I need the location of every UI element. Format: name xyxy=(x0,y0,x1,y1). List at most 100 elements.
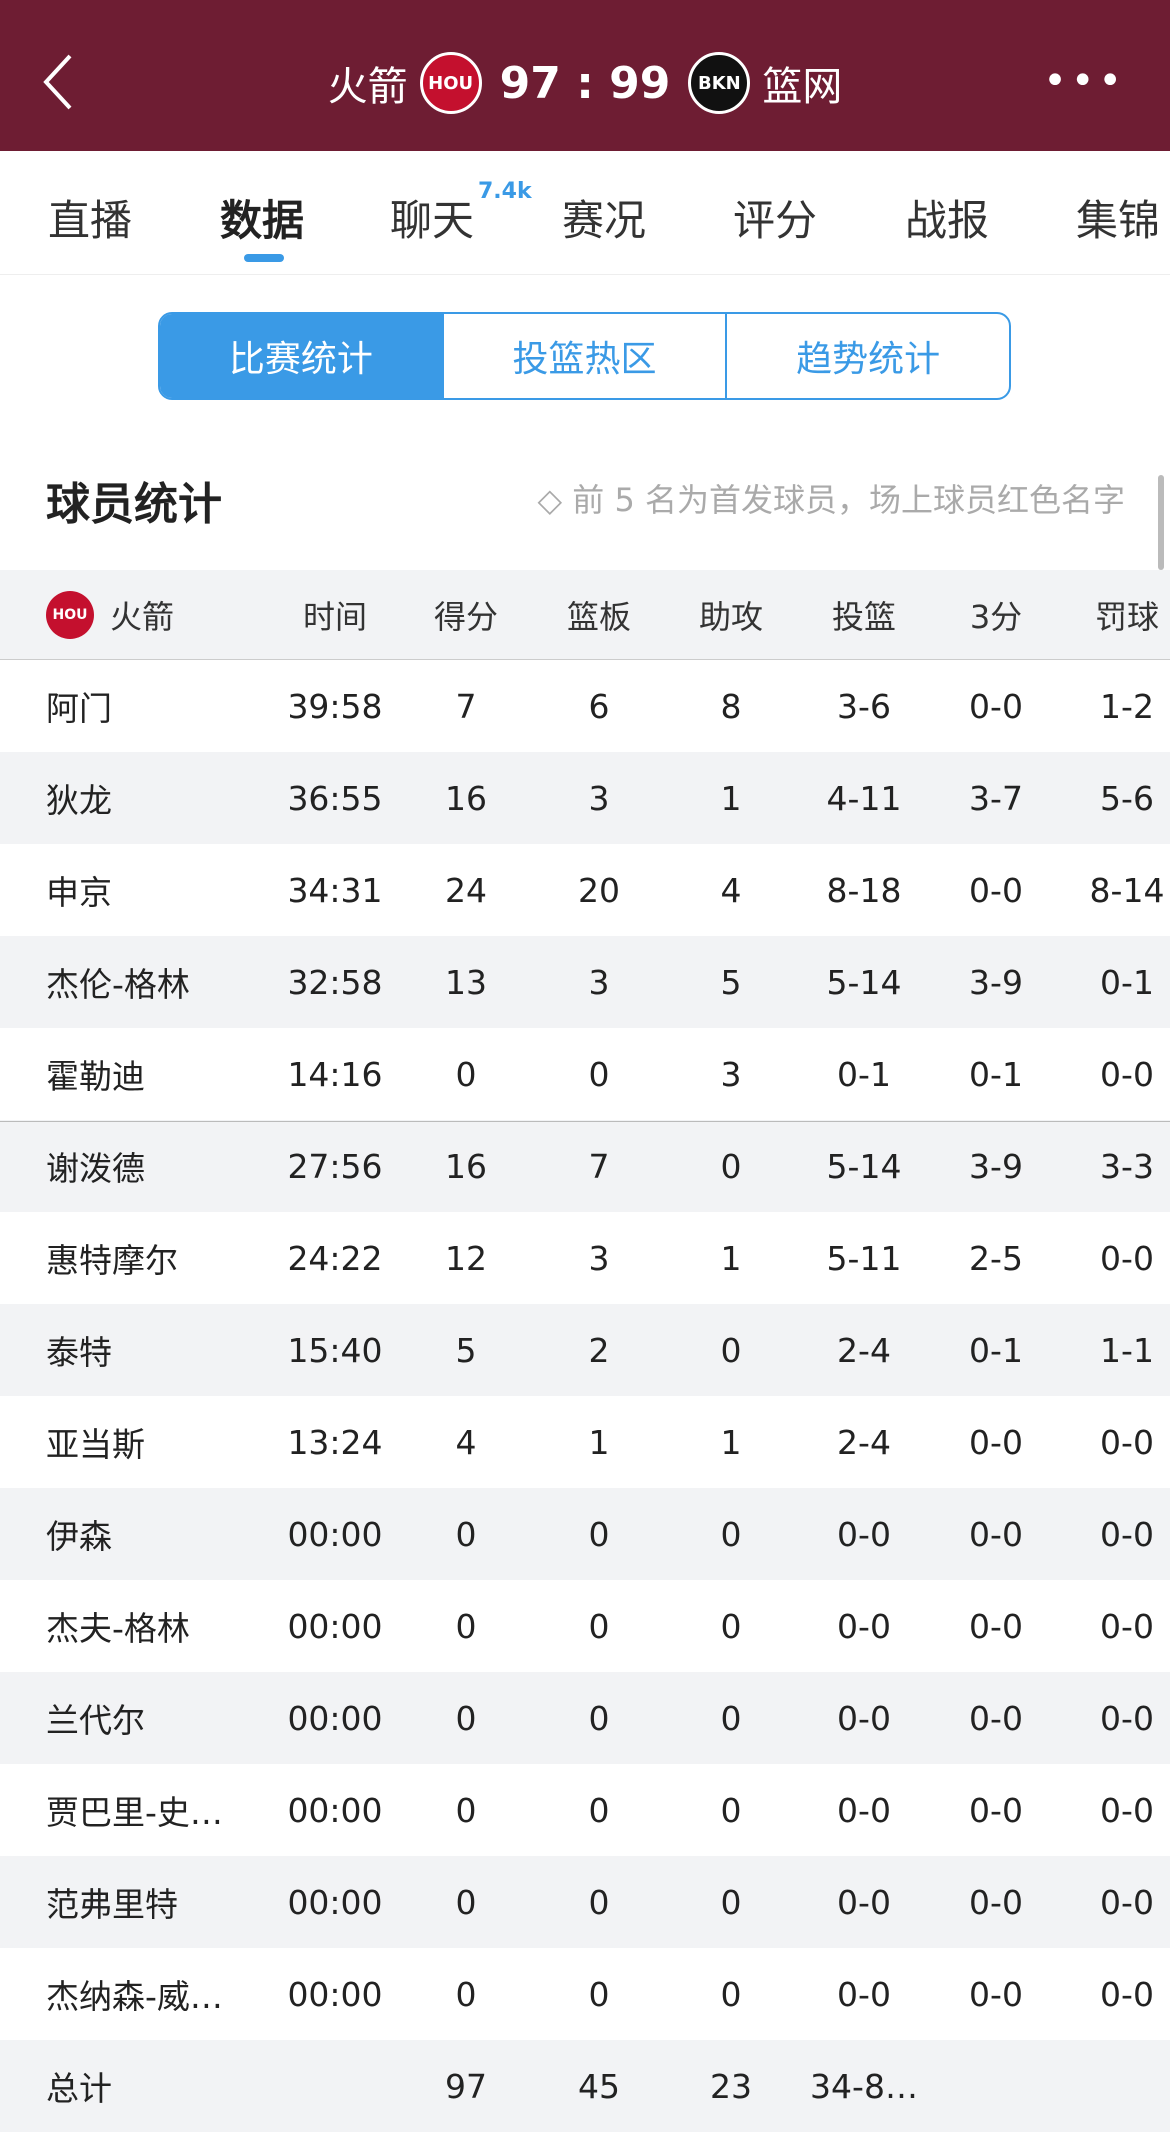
score: 97 : 99 xyxy=(499,57,671,109)
stat-field-goals: 2-4 xyxy=(837,1422,891,1462)
stat-field-goals: 34-8… xyxy=(810,2066,918,2106)
home-team-name: 火箭 xyxy=(327,64,408,110)
totals-row[interactable]: 总计 97 45 23 34-8… xyxy=(0,2040,1170,2132)
stat-minutes: 24:22 xyxy=(287,1238,383,1278)
player-name[interactable]: 范弗里特 xyxy=(46,1885,178,1924)
stat-field-goals: 5-14 xyxy=(826,1146,902,1186)
table-row[interactable]: 亚当斯 13:24 4 1 1 2-4 0-0 0-0 xyxy=(0,1396,1170,1488)
stat-free-throws: 0-0 xyxy=(1100,1054,1154,1094)
player-name[interactable]: 谢泼德 xyxy=(46,1149,145,1188)
stat-rebounds: 0 xyxy=(588,1790,610,1830)
stat-assists: 1 xyxy=(720,778,742,818)
section-note: ◇ 前 5 名为首发球员，场上球员红色名字 xyxy=(537,481,1126,519)
stats-segmented-control: 比赛统计 投篮热区 趋势统计 xyxy=(158,312,1011,400)
table-row[interactable]: 霍勒迪 14:16 0 0 3 0-1 0-1 0-0 xyxy=(0,1028,1170,1120)
table-row[interactable]: 申京 34:31 24 20 4 8-18 0-0 8-14 xyxy=(0,844,1170,936)
stat-assists: 0 xyxy=(720,1882,742,1922)
table-row[interactable]: 杰伦-格林 32:58 13 3 5 5-14 3-9 0-1 xyxy=(0,936,1170,1028)
tab-live[interactable]: 直播 xyxy=(48,196,133,245)
home-team-logo: HOU xyxy=(419,52,482,114)
scrollbar[interactable] xyxy=(1158,475,1164,570)
stat-free-throws: 0-0 xyxy=(1100,1698,1154,1738)
tab-bar: 直播 数据 聊天 7.4k 赛况 评分 战报 集锦 xyxy=(0,151,1170,275)
stat-rebounds: 0 xyxy=(588,1882,610,1922)
player-name[interactable]: 泰特 xyxy=(46,1333,112,1372)
table-row[interactable]: 兰代尔 00:00 0 0 0 0-0 0-0 0-0 xyxy=(0,1672,1170,1764)
stat-minutes: 13:24 xyxy=(287,1422,383,1462)
stat-minutes: 00:00 xyxy=(287,1698,383,1738)
stat-assists: 0 xyxy=(720,1330,742,1370)
stat-points: 13 xyxy=(445,962,487,1002)
back-icon[interactable] xyxy=(40,52,80,112)
player-name[interactable]: 杰夫-格林 xyxy=(46,1609,190,1648)
stat-free-throws: 1-2 xyxy=(1100,686,1154,726)
stat-three-pointers: 0-0 xyxy=(969,1422,1023,1462)
tab-chat[interactable]: 聊天 7.4k xyxy=(390,179,532,248)
tab-rating[interactable]: 评分 xyxy=(733,196,818,245)
stat-three-pointers: 0-1 xyxy=(969,1330,1023,1370)
segment-shot-chart[interactable]: 投篮热区 xyxy=(441,314,726,398)
player-name[interactable]: 杰纳森-威… xyxy=(46,1977,223,2016)
stat-rebounds: 7 xyxy=(588,1146,610,1186)
stat-free-throws: 0-0 xyxy=(1100,1514,1154,1554)
table-row[interactable]: 范弗里特 00:00 0 0 0 0-0 0-0 0-0 xyxy=(0,1856,1170,1948)
stat-assists: 3 xyxy=(720,1054,742,1094)
stat-minutes: 39:58 xyxy=(287,686,383,726)
player-name[interactable]: 兰代尔 xyxy=(46,1701,145,1740)
table-row[interactable]: 狄龙 36:55 16 3 1 4-11 3-7 5-6 xyxy=(0,752,1170,844)
column-header-field-goals: 投篮 xyxy=(831,597,896,636)
stat-three-pointers: 0-0 xyxy=(969,1514,1023,1554)
player-name[interactable]: 伊森 xyxy=(46,1517,112,1556)
stat-points: 0 xyxy=(455,1054,477,1094)
stat-assists: 0 xyxy=(720,1974,742,2014)
tab-highlights[interactable]: 集锦 xyxy=(1076,196,1161,245)
stat-field-goals: 5-11 xyxy=(826,1238,902,1278)
table-row[interactable]: 阿门 39:58 7 6 8 3-6 0-0 1-2 xyxy=(0,660,1170,752)
game-title: 火箭 HOU 97 : 99 BKN 篮网 xyxy=(0,52,1170,114)
table-row[interactable]: 伊森 00:00 0 0 0 0-0 0-0 0-0 xyxy=(0,1488,1170,1580)
player-name[interactable]: 申京 xyxy=(46,873,112,912)
player-name[interactable]: 亚当斯 xyxy=(46,1425,145,1464)
stat-field-goals: 2-4 xyxy=(837,1330,891,1370)
top-bar: 火箭 HOU 97 : 99 BKN 篮网 ••• xyxy=(0,0,1170,151)
table-row[interactable]: 谢泼德 27:56 16 7 0 5-14 3-9 3-3 xyxy=(0,1120,1170,1212)
more-icon[interactable]: ••• xyxy=(1043,58,1126,104)
stat-three-pointers: 0-0 xyxy=(969,1698,1023,1738)
stat-free-throws xyxy=(1067,2040,1170,2132)
tab-game-status[interactable]: 赛况 xyxy=(562,196,647,245)
stat-rebounds: 1 xyxy=(588,1422,610,1462)
stat-points: 0 xyxy=(455,1514,477,1554)
stat-points: 4 xyxy=(455,1422,477,1462)
player-name[interactable]: 贾巴里-史… xyxy=(46,1793,223,1832)
stat-minutes: 00:00 xyxy=(287,1974,383,2014)
tab-report[interactable]: 战报 xyxy=(905,196,990,245)
active-tab-indicator xyxy=(244,254,284,262)
stat-rebounds: 0 xyxy=(588,1054,610,1094)
stat-assists: 8 xyxy=(720,686,742,726)
stat-assists: 23 xyxy=(710,2066,752,2106)
segment-trend-stats[interactable]: 趋势统计 xyxy=(725,314,1009,398)
table-row[interactable]: 贾巴里-史… 00:00 0 0 0 0-0 0-0 0-0 xyxy=(0,1764,1170,1856)
tab-data[interactable]: 数据 xyxy=(220,196,305,245)
table-row[interactable]: 杰纳森-威… 00:00 0 0 0 0-0 0-0 0-0 xyxy=(0,1948,1170,2040)
stat-points: 0 xyxy=(455,1606,477,1646)
player-name[interactable]: 狄龙 xyxy=(46,781,112,820)
player-name[interactable]: 霍勒迪 xyxy=(46,1057,145,1096)
table-row[interactable]: 杰夫-格林 00:00 0 0 0 0-0 0-0 0-0 xyxy=(0,1580,1170,1672)
away-team-logo: BKN xyxy=(688,52,751,114)
stat-three-pointers: 3-9 xyxy=(969,1146,1023,1186)
player-name[interactable]: 杰伦-格林 xyxy=(46,965,190,1004)
table-row[interactable]: 泰特 15:40 5 2 0 2-4 0-1 1-1 xyxy=(0,1304,1170,1396)
player-name[interactable]: 阿门 xyxy=(46,689,112,728)
stat-free-throws: 0-0 xyxy=(1100,1422,1154,1462)
player-name[interactable]: 惠特摩尔 xyxy=(46,1241,178,1280)
table-row[interactable]: 惠特摩尔 24:22 12 3 1 5-11 2-5 0-0 xyxy=(0,1212,1170,1304)
segment-game-stats[interactable]: 比赛统计 xyxy=(160,314,442,398)
stat-rebounds: 0 xyxy=(588,1974,610,2014)
player-name[interactable]: 总计 xyxy=(46,2069,112,2108)
stat-free-throws: 0-0 xyxy=(1100,1974,1154,2014)
column-header-free-throws: 罚球 xyxy=(1094,597,1159,636)
stat-field-goals: 0-0 xyxy=(837,1514,891,1554)
stat-points: 7 xyxy=(455,686,477,726)
stat-free-throws: 8-14 xyxy=(1089,870,1165,910)
